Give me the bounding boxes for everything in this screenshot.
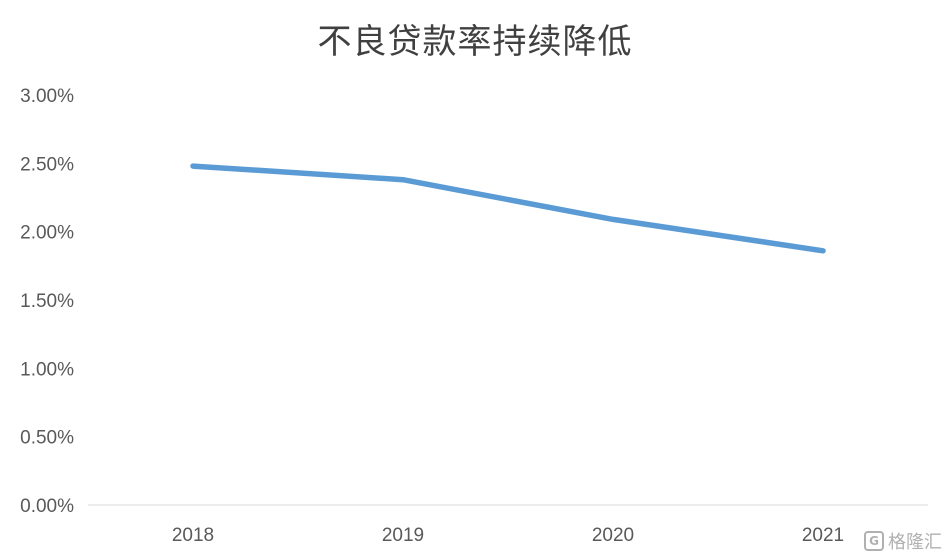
gelonghui-logo-icon: G <box>864 531 884 551</box>
y-tick-label: 0.00% <box>20 496 74 517</box>
x-tick-label: 2018 <box>172 525 214 546</box>
y-tick-label: 2.00% <box>20 223 74 244</box>
x-tick-label: 2020 <box>592 525 634 546</box>
y-tick-label: 0.50% <box>20 428 74 449</box>
x-tick-label: 2019 <box>382 525 424 546</box>
watermark: G 格隆汇 <box>864 528 942 554</box>
y-tick-label: 3.00% <box>20 86 74 107</box>
y-tick-label: 1.00% <box>20 359 74 380</box>
series-line <box>190 163 826 254</box>
x-tick-label: 2021 <box>802 525 844 546</box>
watermark-text: 格隆汇 <box>888 532 942 553</box>
chart-title: 不良贷款率持续降低 <box>317 22 633 62</box>
y-tick-label: 2.50% <box>20 154 74 175</box>
y-tick-label: 1.50% <box>20 291 74 312</box>
